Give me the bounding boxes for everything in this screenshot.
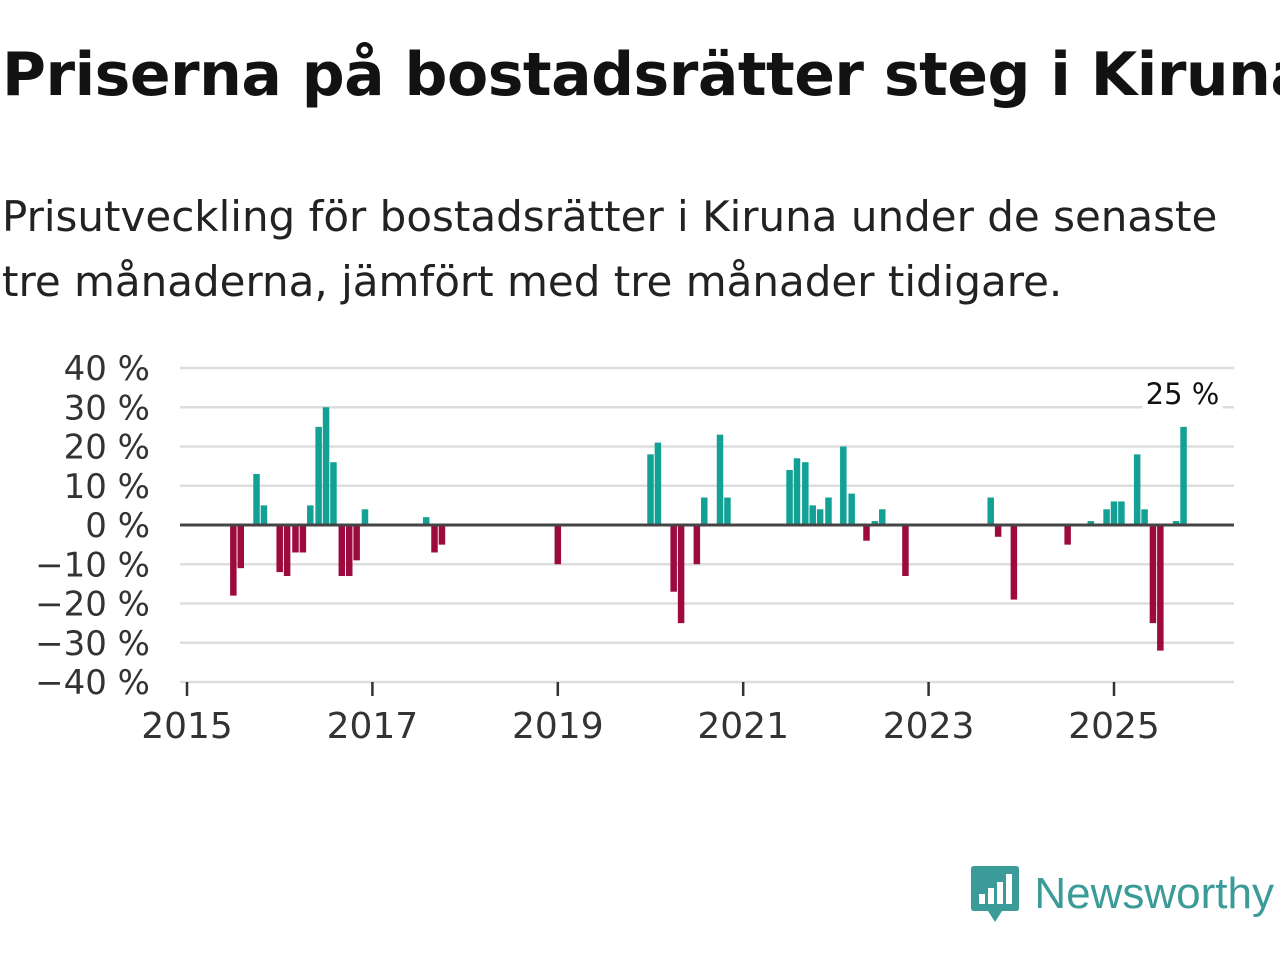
gridlines <box>180 366 1234 684</box>
bar <box>438 525 446 545</box>
bar <box>322 407 330 525</box>
bar <box>701 497 708 525</box>
bar <box>353 525 360 561</box>
bar <box>1110 501 1118 525</box>
bar <box>1010 525 1018 600</box>
bar <box>237 525 245 569</box>
bar <box>724 497 731 525</box>
newsworthy-logo: Newsworthy <box>970 864 1274 924</box>
y-tick-label: −10 % <box>35 545 150 585</box>
bar <box>1064 525 1071 545</box>
bar <box>345 525 353 577</box>
x-axis: 2015 2017 2019 2021 2023 2025 <box>141 681 1234 747</box>
y-tick-label: 10 % <box>64 467 150 507</box>
bar <box>338 525 346 577</box>
bar <box>716 434 724 525</box>
brand-name: Newsworthy <box>1034 869 1274 918</box>
newsworthy-chart-icon <box>971 866 1020 922</box>
bars <box>230 407 1187 651</box>
bar <box>253 473 260 525</box>
bar <box>1118 501 1125 525</box>
bar <box>299 525 307 553</box>
bar <box>1103 509 1110 525</box>
y-tick-label: −30 % <box>35 624 150 664</box>
bar <box>283 525 291 577</box>
y-tick-label: 20 % <box>64 428 150 468</box>
bar <box>1133 454 1141 525</box>
bar <box>1172 521 1180 525</box>
bar <box>902 525 909 577</box>
bar <box>230 525 237 596</box>
page-subtitle: Prisutveckling för bostadsrätter i Kirun… <box>2 192 1218 306</box>
bar <box>879 509 886 525</box>
x-tick-label: 2021 <box>697 706 789 747</box>
y-axis-ticks: 40 %30 %20 %10 %0 %−10 %−20 %−30 %−40 % <box>35 349 150 703</box>
bar <box>292 525 299 553</box>
bar <box>260 505 268 526</box>
y-tick-label: 0 % <box>85 506 150 546</box>
bar <box>307 505 314 526</box>
x-tick-label: 2025 <box>1068 706 1160 747</box>
x-tick-label: 2019 <box>512 706 604 747</box>
page-title: Priserna på bostadsrätter steg i Kiruna <box>2 40 1280 110</box>
x-tick-label: 2015 <box>141 706 233 747</box>
bar <box>1157 525 1164 651</box>
bar <box>654 442 662 525</box>
bar <box>987 497 994 525</box>
data-label: 25 % <box>1146 377 1220 411</box>
bar <box>330 462 337 525</box>
bar <box>786 470 793 525</box>
bar <box>848 493 855 525</box>
y-tick-label: 30 % <box>64 388 150 428</box>
bar <box>840 446 847 525</box>
data-label-background <box>1142 374 1223 410</box>
bar <box>871 521 879 525</box>
bar <box>361 509 369 525</box>
x-tick-label: 2023 <box>883 706 975 747</box>
bar <box>1141 509 1148 525</box>
x-tick-label: 2017 <box>327 706 419 747</box>
bar <box>431 525 438 553</box>
bar <box>802 462 809 525</box>
bar <box>276 525 283 573</box>
bar <box>825 497 832 525</box>
bar <box>315 426 322 526</box>
price-change-bar-chart: 40 %30 %20 %10 %0 %−10 %−20 %−30 %−40 % … <box>35 349 1234 747</box>
bar <box>677 525 685 624</box>
bar <box>693 525 701 565</box>
y-tick-label: 40 % <box>64 349 150 389</box>
bar <box>816 509 824 525</box>
y-tick-label: −40 % <box>35 663 150 703</box>
bar <box>647 454 654 525</box>
bar <box>1149 525 1157 624</box>
bar <box>1180 426 1187 526</box>
bar <box>809 505 816 526</box>
bar <box>670 525 677 592</box>
bar <box>863 525 870 541</box>
bar <box>793 458 801 525</box>
y-tick-label: −20 % <box>35 585 150 625</box>
bar <box>1087 521 1095 525</box>
bar <box>994 525 1002 537</box>
bar <box>422 517 430 525</box>
bar <box>554 525 562 565</box>
annotation: 25 % <box>1142 374 1223 411</box>
